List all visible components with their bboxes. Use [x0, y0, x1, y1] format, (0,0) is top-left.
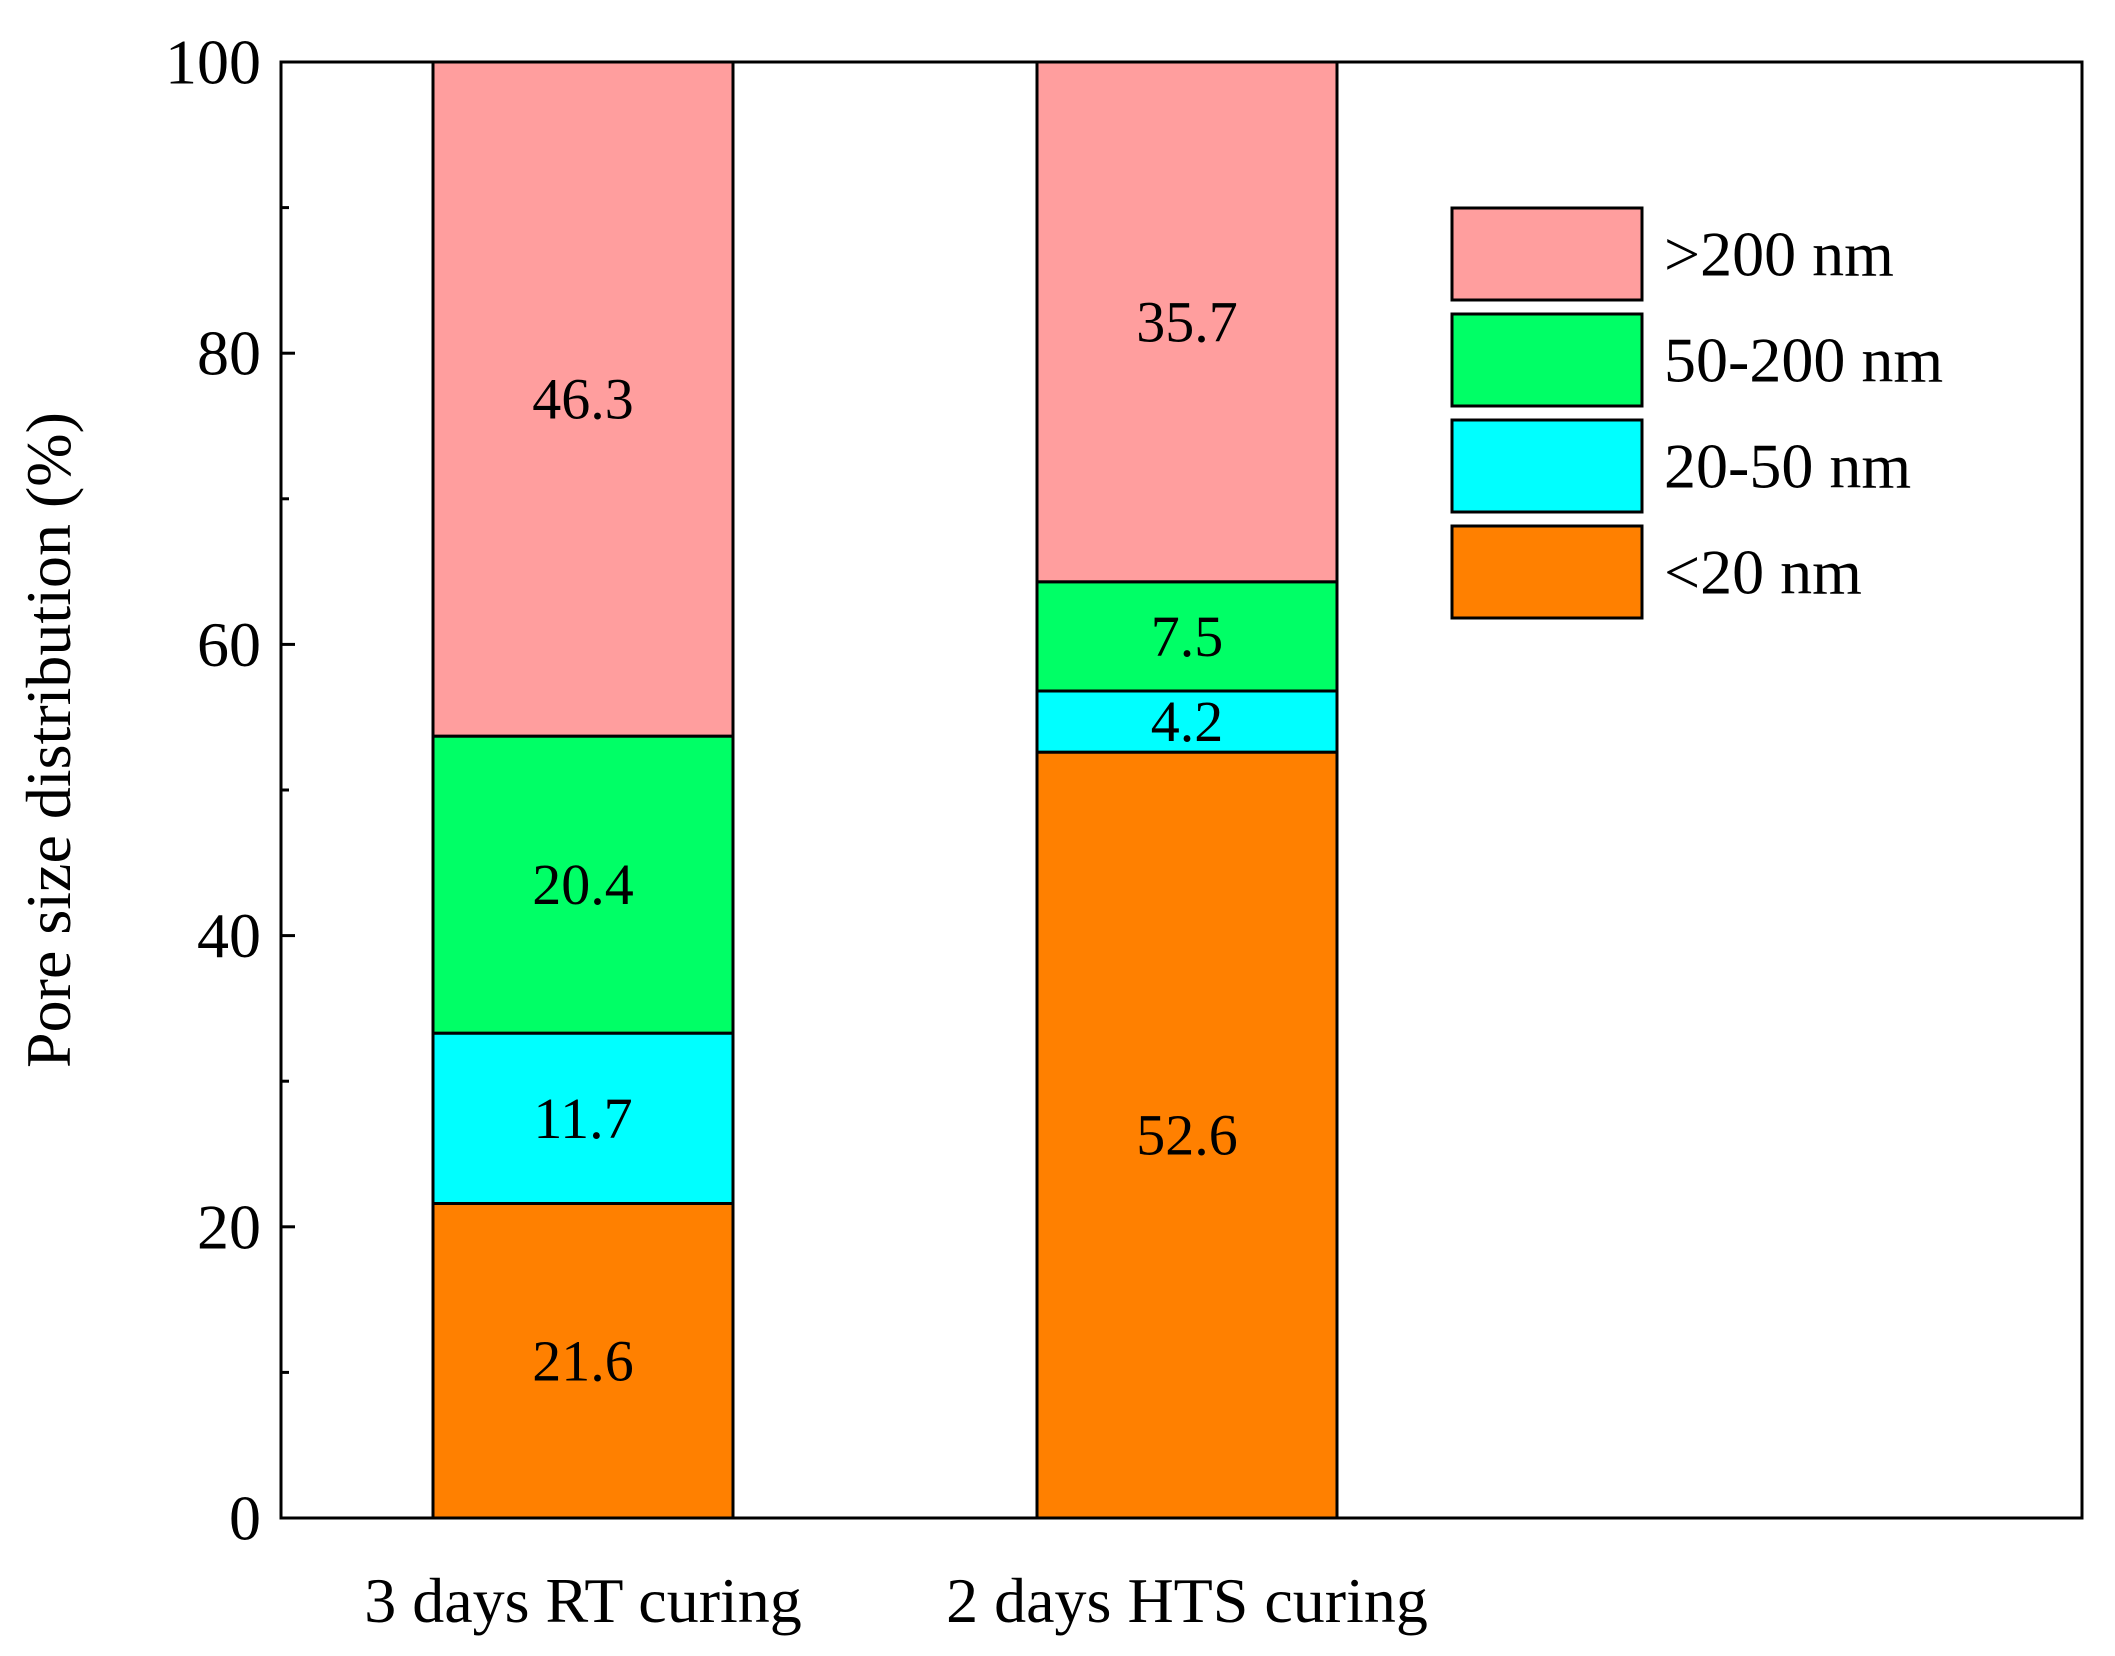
bar-segment — [431, 60, 735, 738]
legend-swatch — [1450, 418, 1644, 514]
data-label: 21.6 — [532, 1328, 634, 1393]
y-tick-label: 100 — [165, 27, 261, 98]
legend-label: >200 nm — [1664, 219, 1894, 290]
data-label: 35.7 — [1136, 289, 1238, 354]
bar-segment — [1035, 689, 1339, 754]
bar-segment — [431, 734, 735, 1035]
y-axis-title: Pore size distribution (%) — [13, 412, 84, 1068]
data-label: 46.3 — [532, 367, 634, 432]
legend-swatch — [1450, 312, 1644, 408]
bar-segment — [431, 1202, 735, 1520]
plot-area: 21.6 11.7 20.4 46.3 52.6 4.2 7.5 35.7 — [279, 60, 2084, 1520]
bar-segment — [1035, 60, 1339, 584]
y-tick-label: 0 — [229, 1483, 261, 1554]
data-label: 4.2 — [1151, 689, 1224, 754]
legend-label: 50-200 nm — [1664, 325, 1943, 396]
data-label: 7.5 — [1151, 604, 1224, 669]
legend: >200 nm 50-200 nm 20-50 nm <20 nm — [1450, 206, 1943, 620]
data-label: 52.6 — [1136, 1103, 1238, 1168]
y-tick-label: 40 — [197, 900, 261, 971]
x-axis: 3 days RT curing 2 days HTS curing — [364, 1565, 1428, 1636]
data-label: 11.7 — [533, 1086, 632, 1151]
legend-swatch — [1450, 524, 1644, 620]
y-tick-label: 60 — [197, 609, 261, 680]
data-label: 20.4 — [532, 852, 634, 917]
x-tick-label: 2 days HTS curing — [946, 1565, 1428, 1636]
y-axis: 0 20 40 60 80 100 — [165, 27, 295, 1554]
y-tick-label: 20 — [197, 1191, 261, 1262]
legend-label: <20 nm — [1664, 537, 1862, 608]
legend-swatch — [1450, 206, 1644, 302]
x-tick-label: 3 days RT curing — [364, 1565, 802, 1636]
bar-segment — [1035, 580, 1339, 693]
legend-label: 20-50 nm — [1664, 431, 1911, 502]
y-tick-label: 80 — [197, 318, 261, 389]
bar-segment — [1035, 750, 1339, 1520]
